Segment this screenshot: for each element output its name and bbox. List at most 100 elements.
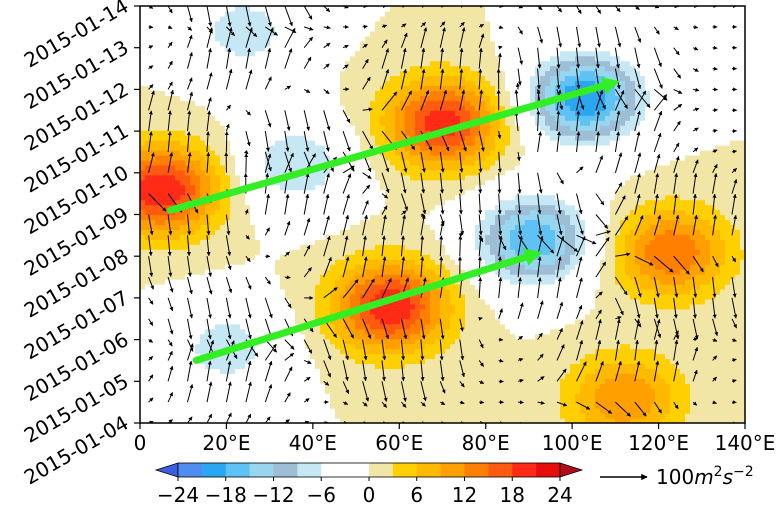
field-cell (390, 363, 396, 369)
field-cell (625, 298, 631, 305)
field-cell (390, 398, 396, 404)
field-cell (300, 308, 306, 315)
field-cell (640, 264, 646, 270)
field-cell (305, 254, 311, 260)
field-cell (250, 293, 256, 300)
field-cell (740, 254, 745, 260)
field-cell (700, 288, 706, 295)
field-cell (145, 288, 151, 295)
field-cell (500, 313, 506, 320)
field-cell (575, 239, 581, 245)
field-cell (300, 398, 306, 404)
field-cell (290, 244, 296, 250)
field-cell (255, 333, 261, 340)
field-cell (510, 328, 516, 335)
field-cell (495, 333, 501, 340)
field-cell (550, 288, 556, 295)
field-cell (280, 358, 286, 365)
field-cell (435, 408, 441, 414)
field-cell (140, 288, 146, 295)
field-cell (585, 313, 591, 320)
field-cell (385, 279, 391, 285)
field-cell (400, 398, 406, 404)
field-cell (215, 224, 221, 230)
field-cell (250, 373, 256, 379)
field-cell (640, 338, 646, 345)
field-cell (345, 284, 351, 290)
field-cell (175, 403, 181, 409)
field-cell (515, 338, 521, 345)
field-cell (190, 318, 196, 325)
field-cell (155, 363, 161, 369)
field-cell (710, 348, 716, 355)
field-cell (370, 328, 376, 335)
field-cell (455, 313, 461, 320)
field-cell (625, 368, 631, 374)
field-cell (580, 368, 586, 374)
field-cell (265, 313, 271, 320)
field-cell (685, 284, 691, 290)
field-cell (240, 244, 246, 250)
field-cell (500, 284, 506, 290)
field-cell (550, 343, 556, 350)
field-cell (275, 378, 281, 384)
field-cell (220, 214, 226, 221)
field-cell (185, 264, 191, 270)
field-cell (550, 368, 556, 374)
field-cell (735, 383, 741, 389)
field-cell (465, 373, 471, 379)
field-cell (330, 383, 336, 389)
field-cell (710, 338, 716, 345)
field-cell (740, 353, 745, 360)
field-cell (520, 293, 526, 300)
field-cell (255, 269, 261, 275)
field-cell (235, 219, 241, 226)
field-cell (300, 264, 306, 270)
field-cell (525, 269, 531, 275)
field-cell (580, 363, 586, 369)
field-cell (410, 239, 416, 245)
field-cell (600, 348, 606, 355)
field-cell (145, 284, 151, 290)
field-cell (230, 234, 236, 240)
field-cell (450, 298, 456, 305)
field-cell (205, 274, 211, 280)
field-cell (570, 239, 576, 245)
field-cell (725, 234, 731, 240)
field-cell (215, 249, 221, 255)
field-cell (320, 358, 326, 365)
field-cell (470, 229, 476, 235)
field-cell (305, 229, 311, 235)
field-cell (385, 284, 391, 290)
field-cell (595, 274, 601, 280)
field-cell (175, 353, 181, 360)
field-cell (390, 333, 396, 340)
field-cell (285, 383, 291, 389)
field-cell (390, 224, 396, 230)
field-cell (635, 408, 641, 414)
field-cell (225, 403, 231, 409)
field-cell (735, 363, 741, 369)
field-cell (650, 298, 656, 305)
field-cell (370, 333, 376, 340)
field-cell (530, 363, 536, 369)
field-cell (680, 244, 686, 250)
field-cell (250, 219, 256, 226)
field-cell (695, 418, 701, 423)
field-cell (265, 413, 271, 419)
field-cell (225, 308, 231, 315)
field-cell (660, 348, 666, 355)
field-cell (255, 318, 261, 325)
field-cell (425, 348, 431, 355)
field-cell (465, 308, 471, 315)
field-cell (625, 383, 631, 389)
field-cell (330, 368, 336, 374)
field-cell (155, 378, 161, 384)
field-cell (705, 308, 711, 315)
field-cell (275, 318, 281, 325)
field-cell (230, 403, 236, 409)
field-cell (170, 224, 176, 230)
field-cell (360, 403, 366, 409)
field-cell (685, 348, 691, 355)
field-cell (170, 348, 176, 355)
